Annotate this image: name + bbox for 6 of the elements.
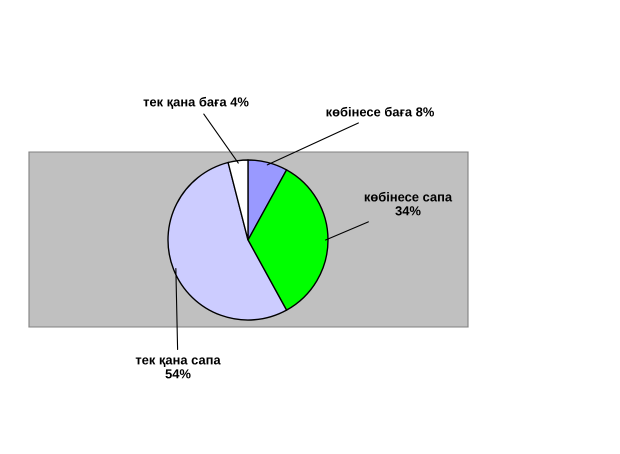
- slice-label: тек қана баға 4%: [143, 96, 249, 109]
- slice-label: көбінесе сапа: [364, 192, 452, 202]
- slice-label: көбінесе баға 8%: [326, 106, 434, 116]
- data-label: 54%: [165, 369, 191, 378]
- data-label: 34%: [395, 206, 421, 216]
- slice-label: тек қана сапа: [136, 357, 221, 367]
